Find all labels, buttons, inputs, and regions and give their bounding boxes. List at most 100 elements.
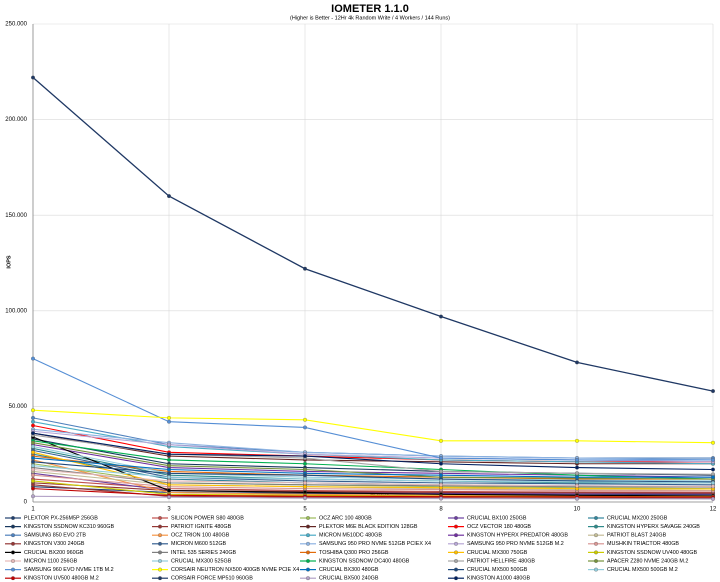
legend-marker — [306, 550, 310, 555]
data-point — [439, 456, 443, 460]
data-point — [439, 461, 443, 466]
data-point — [439, 482, 443, 487]
series — [31, 431, 715, 472]
legend-marker — [158, 524, 162, 529]
data-point — [439, 473, 443, 478]
data-point — [31, 494, 35, 499]
legend-marker — [306, 567, 310, 572]
data-point — [31, 463, 35, 468]
data-point — [575, 483, 579, 488]
legend-marker — [158, 516, 162, 520]
legend-label: OCZ VECTOR 180 480GB — [467, 524, 531, 530]
data-point — [303, 454, 307, 459]
legend-marker — [306, 533, 310, 538]
legend-label: CRUCIAL BX500 240GB — [319, 576, 379, 582]
legend-label: MICRON M510DC 480GB — [319, 533, 382, 539]
data-point — [711, 475, 715, 480]
legend-label: CRUCIAL BX100 250GB — [467, 515, 527, 521]
data-point — [303, 473, 307, 478]
legend-label: CRUCIAL MX500 500GB M.2 — [607, 567, 678, 573]
data-point — [31, 408, 35, 413]
legend-label: KINGSTON SSDNOW UV400 480GB — [607, 550, 697, 556]
legend-label: APACER Z280 NVME 240GB M.2 — [607, 558, 688, 564]
series-line — [32, 465, 714, 484]
y-tick-label: 250.000 — [5, 22, 27, 28]
x-tick-label: 8 — [439, 507, 443, 513]
y-tick-label: 200.000 — [5, 117, 27, 123]
legend-marker — [11, 541, 15, 546]
data-point — [167, 488, 171, 493]
legend-marker — [306, 541, 310, 546]
legend-marker — [11, 533, 15, 538]
data-point — [303, 480, 307, 485]
legend-label: KINGSTON V300 240GB — [24, 541, 85, 547]
legend-marker — [11, 559, 15, 563]
data-point — [575, 465, 579, 470]
series-line — [32, 428, 714, 461]
series-line — [32, 468, 714, 487]
series-line — [32, 440, 714, 480]
x-tick-label: 10 — [574, 507, 581, 513]
legend-label: OCZ TRION 100 480GB — [171, 533, 230, 539]
legend-label: CORSAIR FORCE MP510 960GB — [171, 576, 253, 582]
series — [31, 356, 715, 462]
data-point — [303, 484, 307, 489]
x-tick-label: 12 — [710, 507, 717, 513]
series-line — [32, 417, 713, 459]
data-point — [167, 457, 171, 462]
series-line — [32, 432, 713, 465]
legend-marker — [158, 541, 162, 546]
data-point — [31, 356, 35, 361]
legend-marker — [158, 533, 162, 538]
data-point — [167, 415, 171, 420]
legend-label: SAMSUNG 950 PRO NVME 512GB M.2 — [467, 541, 564, 547]
legend-label: CORSAIR NEUTRON NX500 400GB NVME PCIE X4 — [171, 567, 299, 573]
series-line — [32, 449, 714, 486]
legend-marker — [11, 567, 15, 572]
data-point — [303, 496, 307, 501]
data-point — [31, 450, 35, 455]
data-point — [167, 471, 171, 476]
series-line — [32, 474, 714, 492]
legend-label: PATRIOT IGNITE 480GB — [171, 524, 232, 530]
data-point — [575, 360, 579, 365]
series-line — [32, 358, 713, 461]
legend-label: PATRIOT BLAST 240GB — [607, 533, 667, 539]
legend-marker — [11, 576, 15, 581]
legend-marker — [594, 533, 598, 538]
series-line — [32, 436, 714, 497]
series-line — [32, 442, 714, 480]
data-point — [439, 496, 443, 501]
data-point — [167, 419, 171, 424]
legend-label: CRUCIAL MX300 750GB — [467, 550, 528, 556]
legend-label: TOSHIBA Q300 PRO 256GB — [319, 550, 389, 556]
series — [31, 408, 715, 445]
legend-marker — [454, 541, 458, 546]
chart-title: IOMETER 1.1.0 — [331, 3, 409, 15]
series — [31, 494, 715, 501]
data-point — [31, 75, 35, 80]
data-point — [167, 194, 171, 199]
series — [31, 415, 715, 460]
legend-marker — [594, 516, 598, 520]
data-point — [31, 479, 35, 483]
data-point — [303, 461, 307, 466]
legend-marker — [11, 524, 15, 529]
data-point — [303, 425, 307, 430]
series-line — [32, 432, 714, 471]
x-tick-label: 1 — [31, 507, 35, 513]
legend-label: CRUCIAL MX300 525GB — [171, 558, 232, 564]
legend-label: CRUCIAL BX200 960GB — [24, 550, 84, 556]
data-point — [167, 463, 171, 468]
legend-label: KINGSTON SSDNOW KC310 960GB — [24, 524, 114, 530]
y-tick-label: 100.000 — [5, 308, 27, 314]
legend-marker — [594, 524, 598, 529]
legend-label: PLEXTOR M6E BLACK EDITION 128GB — [319, 524, 418, 530]
series-line — [32, 488, 714, 498]
legend-marker — [594, 541, 598, 546]
data-point — [31, 423, 35, 428]
legend-marker — [158, 576, 162, 581]
legend-marker — [594, 550, 598, 555]
legend-label: SAMSUNG 960 EVO NVME 1TB M.2 — [24, 567, 114, 573]
